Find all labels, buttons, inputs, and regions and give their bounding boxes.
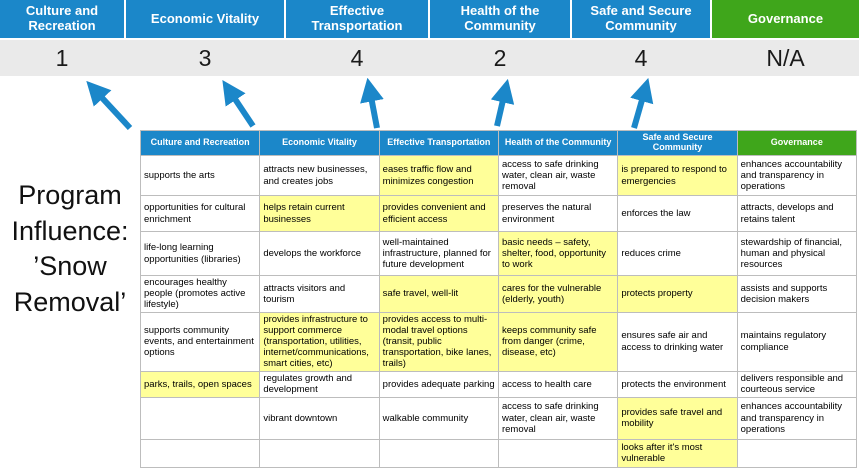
matrix-cell: stewardship of financial, human and phys… bbox=[736, 231, 858, 276]
up-arrow-icon bbox=[630, 78, 654, 129]
score-safety: 4 bbox=[634, 44, 648, 71]
matrix-cell: enhances accountability and transparency… bbox=[736, 396, 858, 440]
matrix-cell: maintains regulatory compliance bbox=[736, 311, 858, 372]
matrix-cell: provides infrastructure to support comme… bbox=[259, 311, 380, 372]
matrix-cell: provides convenient and efficient access bbox=[378, 195, 499, 232]
matrix-cell: provides access to multi-modal travel op… bbox=[378, 311, 499, 372]
matrix-cell bbox=[736, 438, 858, 468]
matrix-cell bbox=[139, 396, 261, 440]
table-row: encourages healthy people (promotes acti… bbox=[139, 275, 858, 313]
table-row: life-long learning opportunities (librar… bbox=[139, 231, 858, 276]
summary-header-economic: Economic Vitality bbox=[126, 0, 284, 38]
matrix-cell: attracts new businesses, and creates job… bbox=[259, 155, 380, 196]
matrix-header-4: Safe and Secure Community bbox=[617, 130, 738, 156]
matrix-cell: well-maintained infrastructure, planned … bbox=[378, 231, 499, 276]
matrix-cell: looks after it's most vulnerable bbox=[617, 438, 738, 468]
matrix-cell: parks, trails, open spaces bbox=[139, 370, 261, 398]
summary-header-transportation: Effective Transportation bbox=[286, 0, 428, 38]
matrix-cell: provides adequate parking bbox=[378, 370, 499, 398]
matrix-cell: enforces the law bbox=[617, 195, 738, 232]
table-row: opportunities for cultural enrichment hel… bbox=[139, 195, 858, 232]
table-row: vibrant downtown walkable community access… bbox=[139, 396, 858, 440]
matrix-cell: keeps community safe from danger (crime,… bbox=[497, 311, 619, 372]
matrix-cell: cares for the vulnerable (elderly, youth… bbox=[497, 275, 619, 313]
table-row: looks after it's most vulnerable bbox=[139, 438, 858, 468]
table-row: supports community events, and entertain… bbox=[139, 311, 858, 372]
up-arrow-icon bbox=[86, 80, 133, 130]
table-row: supports the arts attracts new businesses… bbox=[139, 155, 858, 196]
table-row: parks, trails, open spaces regulates grow… bbox=[139, 370, 858, 398]
matrix-cell: delivers responsible and courteous servi… bbox=[736, 370, 858, 398]
matrix-cell: supports community events, and entertain… bbox=[139, 311, 261, 372]
summary-header-governance: Governance bbox=[712, 0, 859, 38]
matrix-cell: vibrant downtown bbox=[259, 396, 380, 440]
matrix-cell: ensures safe air and access to drinking … bbox=[617, 311, 738, 372]
matrix-cell: helps retain current businesses bbox=[259, 195, 380, 232]
up-arrow-icon bbox=[360, 78, 384, 129]
matrix-header-3: Health of the Community bbox=[497, 130, 619, 156]
matrix-cell bbox=[378, 438, 499, 468]
matrix-cell: life-long learning opportunities (librar… bbox=[139, 231, 261, 276]
matrix-header-row: Culture and Recreation Economic Vitality E… bbox=[139, 130, 858, 156]
matrix-cell: provides safe travel and mobility bbox=[617, 396, 738, 440]
summary-score-row: 1 3 4 2 4 N/A bbox=[0, 40, 859, 76]
arrows-layer bbox=[86, 78, 654, 130]
matrix-cell bbox=[139, 438, 261, 468]
matrix-header-2: Effective Transportation bbox=[378, 130, 499, 156]
matrix-cell bbox=[497, 438, 619, 468]
summary-header-health: Health of the Community bbox=[430, 0, 570, 38]
matrix-cell: encourages healthy people (promotes acti… bbox=[139, 275, 261, 313]
matrix-cell: attracts, develops and retains talent bbox=[736, 195, 858, 232]
matrix-cell bbox=[259, 438, 380, 468]
matrix-cell: assists and supports decision makers bbox=[736, 275, 858, 313]
matrix-cell: protects the environment bbox=[617, 370, 738, 398]
summary-header-row: Culture and Recreation Economic Vitality… bbox=[0, 0, 859, 38]
matrix-cell: develops the workforce bbox=[259, 231, 380, 276]
matrix-cell: enhances accountability and transparency… bbox=[736, 155, 858, 196]
matrix-cell: basic needs – safety, shelter, food, opp… bbox=[497, 231, 619, 276]
matrix-header-1: Economic Vitality bbox=[259, 130, 380, 156]
score-transportation: 4 bbox=[350, 44, 364, 71]
matrix-cell: opportunities for cultural enrichment bbox=[139, 195, 261, 232]
matrix-cell: regulates growth and development bbox=[259, 370, 380, 398]
matrix-cell: supports the arts bbox=[139, 155, 261, 196]
score-governance: N/A bbox=[766, 44, 805, 71]
up-arrow-icon bbox=[222, 80, 256, 128]
matrix-cell: eases traffic flow and minimizes congest… bbox=[378, 155, 499, 196]
matrix-header-5: Governance bbox=[736, 130, 858, 156]
score-culture: 1 bbox=[55, 44, 69, 71]
summary-header-safety: Safe and Secure Community bbox=[572, 0, 710, 38]
page-title: Program Influence: ’Snow Removal’ bbox=[11, 180, 129, 317]
matrix-cell: walkable community bbox=[378, 396, 499, 440]
matrix-cell: access to health care bbox=[497, 370, 619, 398]
summary-header-culture: Culture and Recreation bbox=[0, 0, 124, 38]
matrix-cell: preserves the natural environment bbox=[497, 195, 619, 232]
matrix-cell: access to safe drinking water, clean air… bbox=[497, 396, 619, 440]
up-arrow-icon bbox=[490, 78, 515, 127]
score-economic: 3 bbox=[198, 44, 212, 71]
matrix-cell: reduces crime bbox=[617, 231, 738, 276]
matrix-header-0: Culture and Recreation bbox=[139, 130, 261, 156]
matrix-cell: protects property bbox=[617, 275, 738, 313]
influence-table: Culture and Recreation Economic Vitality E… bbox=[139, 130, 858, 468]
score-health: 2 bbox=[493, 44, 507, 71]
matrix-cell: safe travel, well-lit bbox=[378, 275, 499, 313]
matrix-cell: access to safe drinking water, clean air… bbox=[497, 155, 619, 196]
matrix-cell: attracts visitors and tourism bbox=[259, 275, 380, 313]
matrix-cell: is prepared to respond to emergencies bbox=[617, 155, 738, 196]
